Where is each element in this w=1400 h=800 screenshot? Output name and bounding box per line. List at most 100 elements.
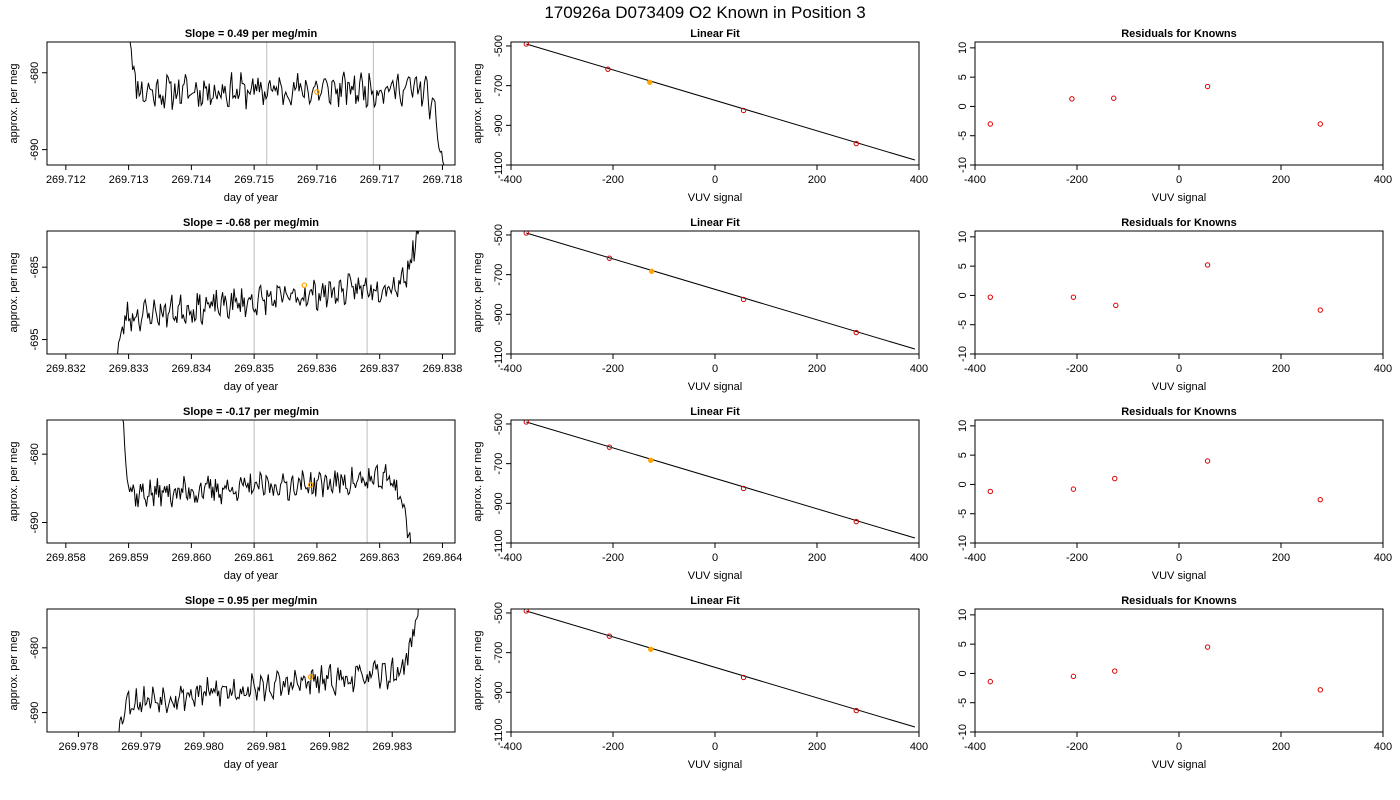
plot-frame [510,419,920,544]
y-tick-label: -500 [493,602,505,624]
highlight-point [649,268,655,274]
highlight-point [648,457,654,463]
data-point [1070,486,1077,492]
y-tick-label: -5 [957,320,969,330]
data-point [1204,262,1211,268]
x-tick-label: 0 [712,741,718,753]
x-tick-label: -400 [964,741,986,753]
data-point [523,420,529,425]
x-tick-label: -200 [1066,174,1088,186]
panel-title: Slope = -0.17 per meg/min [183,406,319,418]
plot-area [523,420,916,539]
x-tick-label: 200 [808,363,826,375]
y-axis-label: approx. per meg [8,441,20,521]
x-axis-label: VUV signal [688,192,742,204]
x-tick-label: 269.716 [297,174,337,186]
x-tick-label: 200 [1272,363,1290,375]
data-point [1204,83,1211,90]
x-tick-label: 269.859 [109,552,149,564]
panel-4-3: Residuals for Knowns -400 -200 0 200 400 10 5 0 -… [957,595,1392,771]
data-point [987,294,993,300]
panel-1-1: Slope = 0.49 per meg/min 269.712 269.713 26… [8,28,462,204]
y-axis-label: approx. per meg [8,630,20,710]
data-point [606,633,613,639]
x-tick-label: -400 [500,552,522,564]
highlight-point [301,282,308,289]
x-tick-label: 269.863 [360,552,400,564]
data-point [1317,307,1323,313]
y-tick-label: -10 [957,535,969,551]
y-axis-label: approx. per meg [472,252,484,332]
panel-title: Residuals for Knowns [1121,595,1237,607]
y-axis-label: approx. per meg [472,441,484,521]
plot-frame [510,230,920,355]
x-tick-label: 0 [1176,552,1182,564]
plot-frame [974,419,1384,544]
panel-title: Linear Fit [690,595,740,607]
y-tick-label: -700 [493,264,505,286]
fit-line [526,43,916,161]
y-tick-label: 5 [957,641,969,647]
x-tick-label: 0 [712,363,718,375]
x-tick-label: 0 [1176,363,1182,375]
x-axis-label: day of year [224,381,279,393]
data-point [853,707,859,714]
plot-frame [510,41,920,166]
x-tick-label: 269.835 [234,363,274,375]
x-tick-label: 0 [1176,174,1182,186]
data-point [987,121,993,127]
plot-frame [974,608,1384,733]
x-axis-label: day of year [224,570,279,582]
panel-1-3: Residuals for Knowns -400 -200 0 200 400 10 5 0 -… [957,28,1392,204]
plot-area [987,644,1323,693]
y-tick-label: -700 [493,642,505,664]
y-tick-label: 10 [957,231,969,243]
x-tick-label: 269.836 [297,363,337,375]
y-tick-label: -900 [493,114,505,136]
y-tick-label: -1100 [493,718,505,745]
x-tick-label: 0 [712,174,718,186]
plot-area [987,83,1323,127]
y-axis-label: approx. per meg [472,63,484,143]
x-tick-label: 269.715 [234,174,274,186]
y-tick-label: -685 [29,256,41,278]
panel-title: Linear Fit [690,406,740,418]
x-tick-label: 269.713 [109,174,149,186]
data-point [523,231,529,236]
x-axis-label: VUV signal [688,759,742,771]
x-tick-label: 200 [1272,552,1290,564]
plot-area [523,231,916,350]
data-point [853,329,859,336]
panel-title: Slope = 0.49 per meg/min [185,28,318,40]
x-tick-label: -200 [602,552,624,564]
x-tick-label: 269.712 [46,174,86,186]
x-tick-label: -200 [602,741,624,753]
data-point [740,296,747,303]
plot-area [118,609,419,732]
x-tick-label: 200 [808,741,826,753]
panel-3-3: Residuals for Knowns -400 -200 0 200 400 10 5 0 -… [957,406,1392,582]
y-tick-label: -900 [493,492,505,514]
x-axis-label: VUV signal [688,381,742,393]
x-tick-label: 269.838 [423,363,463,375]
x-tick-label: 269.980 [184,741,224,753]
y-tick-label: -5 [957,131,969,141]
data-point [1113,302,1119,309]
plot-frame [974,230,1384,355]
y-tick-label: 5 [957,263,969,269]
x-tick-label: -400 [500,741,522,753]
y-tick-label: -680 [29,62,41,84]
x-axis-label: VUV signal [1152,570,1206,582]
x-tick-label: -400 [964,363,986,375]
plot-area [523,42,916,161]
data-point [740,107,747,114]
plot-area [122,420,412,543]
x-tick-label: 269.981 [247,741,287,753]
panel-2-2: Linear Fit -400 -200 0 200 400 -500 -700 -900 -11… [472,217,928,393]
data-point [853,518,859,525]
data-point [523,609,529,614]
series-line [117,231,420,354]
x-axis-label: day of year [224,192,279,204]
x-tick-label: -200 [1066,741,1088,753]
y-tick-label: -680 [29,443,41,465]
